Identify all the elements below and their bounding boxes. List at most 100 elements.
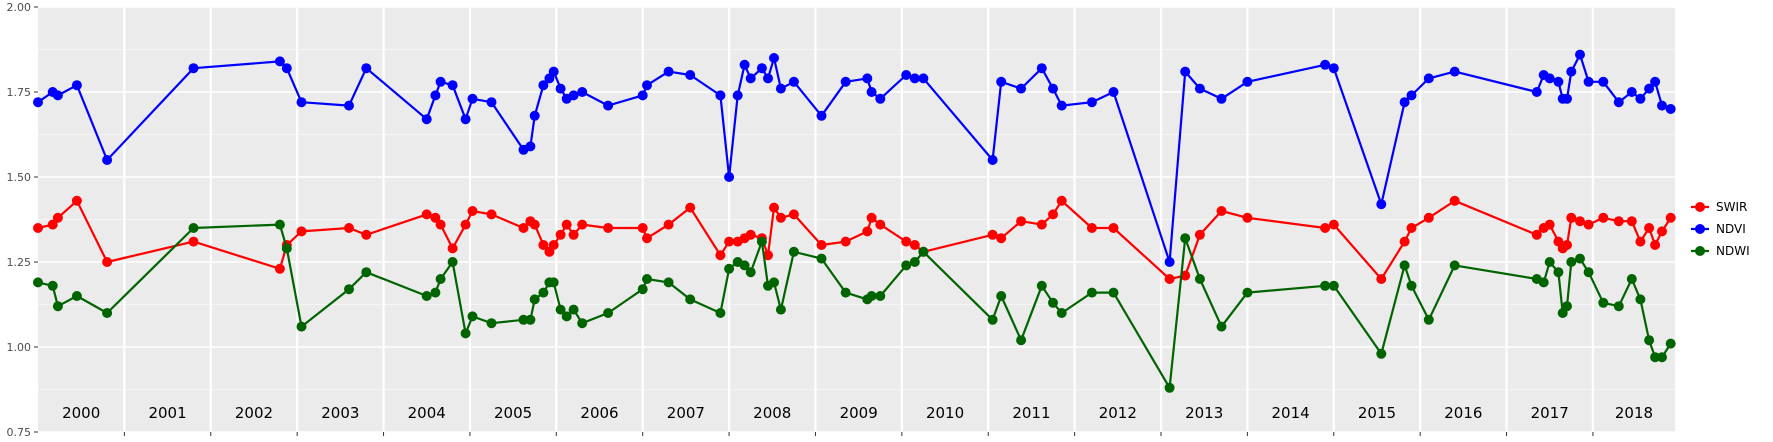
year-label: 2003 xyxy=(321,404,359,422)
data-point-swir xyxy=(1531,229,1542,240)
data-point-swir xyxy=(840,236,851,247)
legend-label: NDWI xyxy=(1716,244,1750,258)
data-point-ndvi xyxy=(1566,66,1577,77)
series-layer xyxy=(33,49,1676,393)
data-point-ndwi xyxy=(47,280,58,291)
data-point-swir xyxy=(1164,274,1175,284)
data-point-swir xyxy=(1657,226,1667,237)
data-point-ndvi xyxy=(1553,76,1564,87)
data-point-ndwi xyxy=(1216,321,1227,332)
data-point-ndwi xyxy=(361,267,372,278)
year-label: 2017 xyxy=(1531,404,1569,422)
data-point-ndwi xyxy=(840,287,851,298)
data-point-swir xyxy=(642,233,652,244)
legend-key-point xyxy=(1695,224,1705,234)
data-point-swir xyxy=(1598,212,1609,223)
data-point-ndwi xyxy=(1194,274,1205,284)
data-point-ndwi xyxy=(460,328,471,339)
data-point-ndwi xyxy=(1086,287,1097,298)
data-point-swir xyxy=(1544,219,1555,230)
data-point-swir xyxy=(1180,270,1191,281)
data-point-swir xyxy=(1036,219,1047,230)
data-point-swir xyxy=(274,263,285,274)
year-label: 2008 xyxy=(753,404,791,422)
data-point-ndwi xyxy=(344,284,354,295)
data-point-ndwi xyxy=(52,301,63,312)
legend-key-point xyxy=(1695,246,1705,256)
data-point-ndwi xyxy=(447,257,458,267)
data-point-ndvi xyxy=(1665,104,1676,114)
data-point-swir xyxy=(1048,209,1058,220)
data-point-ndvi xyxy=(918,73,929,84)
data-point-ndvi xyxy=(486,97,497,108)
data-point-swir xyxy=(1242,212,1253,223)
grid-lines xyxy=(38,6,1675,433)
data-point-ndwi xyxy=(1423,314,1434,325)
y-tick-label: 2.00 xyxy=(7,1,32,14)
data-point-ndwi xyxy=(1566,257,1577,267)
data-point-ndvi xyxy=(1108,87,1119,97)
data-point-swir xyxy=(486,209,497,220)
data-point-ndwi xyxy=(1048,297,1058,308)
data-point-ndwi xyxy=(1613,301,1624,312)
data-point-ndvi xyxy=(361,63,372,74)
data-point-ndvi xyxy=(52,90,63,101)
data-point-ndvi xyxy=(1657,100,1667,111)
data-point-ndvi xyxy=(435,76,446,87)
data-point-swir xyxy=(344,223,354,233)
y-tick-label: 1.50 xyxy=(7,171,32,184)
data-point-swir xyxy=(987,229,998,240)
data-point-ndvi xyxy=(274,56,285,67)
data-point-ndvi xyxy=(1164,257,1175,267)
data-point-ndwi xyxy=(33,277,43,288)
y-axis: 0.75 1.00 1.25 1.50 1.75 2.00 xyxy=(7,1,38,439)
data-point-ndvi xyxy=(788,76,799,87)
data-point-swir xyxy=(996,233,1007,244)
series-ndvi xyxy=(33,49,1676,267)
data-point-swir xyxy=(1635,236,1646,247)
data-point-ndwi xyxy=(1665,338,1676,349)
data-point-swir xyxy=(1613,216,1624,227)
series-line-ndwi xyxy=(37,223,1672,389)
data-point-ndvi xyxy=(663,66,674,77)
data-point-ndwi xyxy=(430,287,441,298)
data-point-ndwi xyxy=(577,318,588,329)
legend-item-ndwi: NDWI xyxy=(1691,244,1750,258)
data-point-ndvi xyxy=(1598,76,1609,87)
year-label: 2000 xyxy=(62,404,100,422)
series-ndwi xyxy=(33,219,1676,393)
year-label: 2018 xyxy=(1615,404,1653,422)
data-point-ndvi xyxy=(1320,59,1331,70)
data-point-ndwi xyxy=(637,284,648,295)
data-point-ndwi xyxy=(529,294,540,305)
data-point-swir xyxy=(1376,274,1387,284)
data-point-ndwi xyxy=(1583,267,1594,278)
year-label: 2007 xyxy=(667,404,705,422)
data-point-ndwi xyxy=(724,263,735,274)
data-point-ndvi xyxy=(1056,100,1067,111)
data-point-ndvi xyxy=(1650,76,1661,87)
data-point-ndvi xyxy=(102,155,113,165)
data-point-swir xyxy=(788,209,799,220)
year-label: 2010 xyxy=(926,404,964,422)
year-label: 2001 xyxy=(148,404,186,422)
data-point-ndwi xyxy=(1180,233,1191,244)
data-point-ndvi xyxy=(1048,83,1058,94)
data-point-ndwi xyxy=(1164,382,1175,393)
data-point-ndvi xyxy=(862,73,873,84)
data-point-ndvi xyxy=(529,110,540,121)
data-point-ndvi xyxy=(460,114,471,125)
data-point-ndwi xyxy=(642,274,652,284)
data-point-swir xyxy=(866,212,877,223)
data-point-ndvi xyxy=(1406,90,1417,101)
data-point-ndvi xyxy=(637,90,648,101)
data-point-ndwi xyxy=(1538,277,1549,288)
legend: SWIR NDVI NDWI xyxy=(1691,200,1750,258)
data-point-ndvi xyxy=(685,70,696,80)
data-point-ndvi xyxy=(71,80,82,91)
legend-key-point xyxy=(1695,202,1705,212)
data-point-ndwi xyxy=(1406,280,1417,291)
data-point-ndvi xyxy=(1583,76,1594,87)
data-point-ndvi xyxy=(430,90,441,101)
